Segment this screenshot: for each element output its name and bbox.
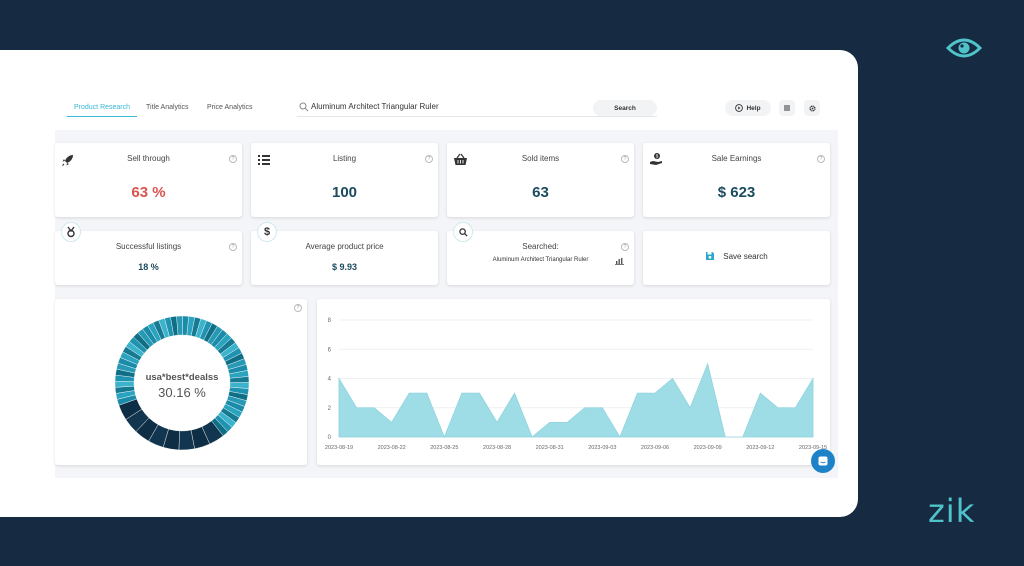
donut-share-value: 30.16 % (158, 385, 206, 400)
save-search-button[interactable]: Save search (643, 231, 830, 285)
y-tick-label: 6 (328, 347, 332, 353)
gear-icon (808, 104, 816, 112)
search-underline (297, 116, 657, 117)
tab-title-analytics[interactable]: Title Analytics (146, 104, 189, 111)
x-tick-label: 2023-09-03 (588, 445, 616, 451)
sale-earnings-value: $ 623 (717, 184, 756, 201)
basket-icon (454, 153, 467, 165)
y-tick-label: 2 (328, 406, 332, 412)
medal-icon (61, 222, 81, 242)
help-button[interactable]: Help (725, 100, 771, 116)
help-tooltip-icon[interactable]: ? (294, 304, 302, 312)
search-icon (453, 222, 473, 242)
listing-value: 100 (331, 184, 358, 201)
brand-wordmark: zik (928, 492, 976, 530)
donut-seller-name: usa*best*dealss (145, 372, 219, 383)
help-button-label: Help (746, 104, 761, 112)
dollar-icon: $ (257, 222, 277, 242)
successful-listings-label: Successful listings (115, 242, 182, 251)
help-tooltip-icon[interactable]: ? (621, 243, 629, 251)
hand-coin-icon: $ (650, 153, 662, 165)
x-tick-label: 2023-08-28 (483, 445, 511, 451)
searched-label: Searched: (522, 242, 559, 251)
sell-through-value: 63 % (131, 184, 166, 201)
sale-earnings-label: Sale Earnings (711, 154, 762, 163)
sales-area-chart: 0 2 4 6 8 2023-08-19 2023-08-22 2023-08-25 2023-… (325, 318, 827, 451)
columns-button[interactable] (779, 100, 795, 116)
x-tick-label: 2023-08-22 (378, 445, 406, 451)
y-tick-label: 4 (328, 377, 332, 383)
screenshot-card: Product Research Title Analytics Price A… (0, 50, 858, 517)
svg-text:$: $ (656, 154, 659, 159)
x-tick-label: 2023-08-19 (325, 445, 353, 451)
tab-price-analytics[interactable]: Price Analytics (207, 104, 253, 111)
chat-button[interactable] (811, 449, 835, 473)
donut-slice[interactable] (211, 417, 229, 437)
list-icon (258, 155, 270, 165)
listing-card: Listing ? 100 (251, 143, 438, 217)
top-sellers-panel: ? usa*best*dealss 30.16 % (55, 299, 307, 465)
average-price-label: Average product price (305, 242, 384, 251)
average-price-value: $ 9.93 (331, 262, 358, 272)
sold-items-card: Sold items ? 63 (447, 143, 634, 217)
listing-label: Listing (332, 154, 357, 163)
search-input[interactable] (311, 102, 591, 111)
eye-logo-icon (946, 38, 982, 58)
tab-product-research[interactable]: Product Research (74, 104, 131, 111)
help-tooltip-icon[interactable]: ? (425, 155, 433, 163)
sold-items-value: 63 (532, 184, 549, 201)
x-tick-label: 2023-08-25 (430, 445, 458, 451)
x-tick-label: 2023-09-15 (799, 445, 827, 451)
sell-through-label: Sell through (127, 154, 170, 163)
sell-through-card: Sell through ? 63 % (55, 143, 242, 217)
successful-listings-value: 18 % (138, 262, 159, 272)
y-tick-label: 0 (328, 435, 332, 441)
y-tick-label: 8 (328, 318, 332, 324)
seller-share-donut[interactable] (112, 313, 252, 453)
sold-items-label: Sold items (521, 154, 560, 163)
list-settings-icon (784, 105, 790, 111)
searched-term: Aluminum Architect Triangular Ruler (492, 257, 589, 263)
rocket-icon (62, 155, 73, 166)
floppy-icon (706, 252, 715, 260)
help-tooltip-icon[interactable]: ? (621, 155, 629, 163)
x-tick-label: 2023-09-09 (694, 445, 722, 451)
help-tooltip-icon[interactable]: ? (229, 155, 237, 163)
sales-area-series[interactable] (338, 362, 814, 439)
search-button[interactable]: Search (593, 100, 657, 116)
bar-chart-icon[interactable] (615, 257, 624, 265)
active-tab-indicator (67, 116, 137, 117)
chat-icon (818, 456, 828, 466)
help-tooltip-icon[interactable]: ? (817, 155, 825, 163)
successful-listings-card: Successful listings ? 18 % (55, 222, 242, 285)
search-icon (299, 102, 309, 112)
play-circle-icon (735, 104, 744, 112)
app-window: Product Research Title Analytics Price A… (55, 86, 838, 478)
settings-button[interactable] (804, 100, 820, 116)
top-bar: Product Research Title Analytics Price A… (55, 86, 838, 130)
average-price-card: $ Average product price $ 9.93 (251, 222, 438, 285)
searched-card: Searched: ? Aluminum Architect Triangula… (447, 222, 634, 285)
x-tick-label: 2023-09-12 (746, 445, 774, 451)
save-search-label: Save search (723, 251, 768, 261)
sales-history-panel: 0 2 4 6 8 2023-08-19 2023-08-22 2023-08-25 2023-… (317, 299, 830, 465)
help-tooltip-icon[interactable]: ? (229, 243, 237, 251)
x-tick-label: 2023-09-06 (641, 445, 669, 451)
sale-earnings-card: $ Sale Earnings ? $ 623 (643, 143, 830, 217)
x-tick-label: 2023-08-31 (536, 445, 564, 451)
